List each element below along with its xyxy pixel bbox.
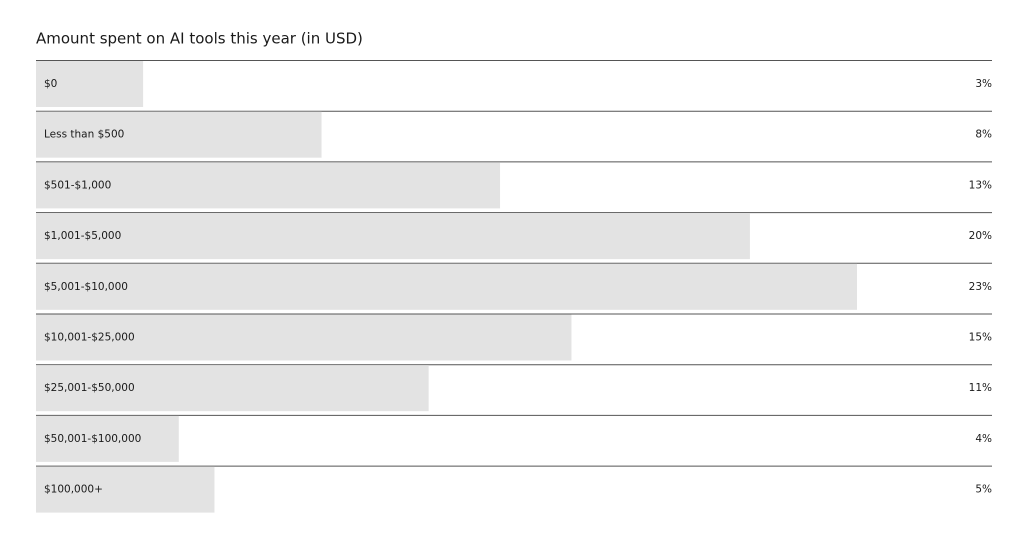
- value-label: 3%: [975, 78, 992, 90]
- value-label: 20%: [969, 230, 992, 242]
- value-label: 23%: [969, 281, 992, 293]
- chart-title: Amount spent on AI tools this year (in U…: [36, 30, 363, 48]
- category-label: $10,001-$25,000: [44, 332, 135, 344]
- category-label: $100,000+: [44, 484, 103, 496]
- category-label: Less than $500: [44, 129, 124, 141]
- bar: [36, 365, 429, 412]
- value-label: 15%: [969, 332, 992, 344]
- category-label: $1,001-$5,000: [44, 230, 121, 242]
- bar: [36, 263, 857, 310]
- category-label: $0: [44, 78, 57, 90]
- category-label: $25,001-$50,000: [44, 382, 135, 394]
- value-label: 13%: [969, 179, 992, 191]
- category-label: $501-$1,000: [44, 179, 111, 191]
- value-label: 4%: [975, 433, 992, 445]
- bar: [36, 111, 322, 158]
- value-label: 8%: [975, 129, 992, 141]
- category-label: $5,001-$10,000: [44, 281, 128, 293]
- bar: [36, 213, 750, 260]
- bar: [36, 162, 501, 209]
- bar: [36, 415, 179, 462]
- category-label: $50,001-$100,000: [44, 433, 141, 445]
- value-label: 11%: [969, 382, 992, 394]
- bar: [36, 314, 572, 361]
- bar: [36, 466, 215, 513]
- bar: [36, 61, 144, 107]
- value-label: 5%: [975, 484, 992, 496]
